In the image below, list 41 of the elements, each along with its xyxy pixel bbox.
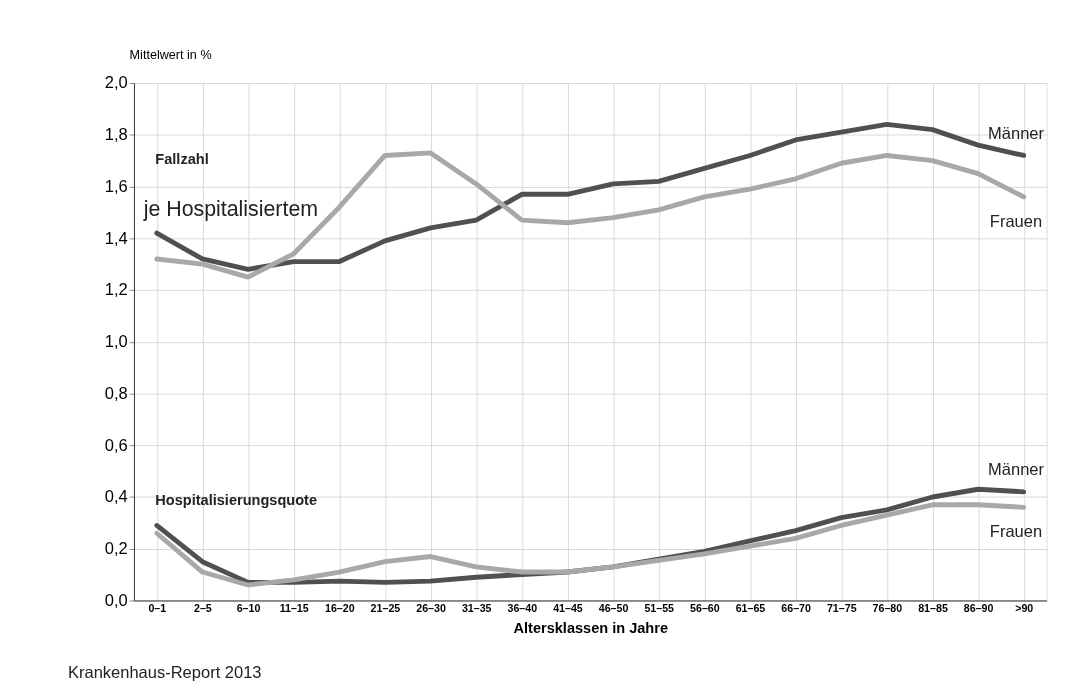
x-tick-label: 81–85 bbox=[918, 601, 948, 614]
series-label: Frauen bbox=[989, 211, 1043, 230]
text: Krankenhaus-Report 2013 bbox=[67, 663, 262, 682]
x-tick-label: 11–15 bbox=[279, 601, 309, 614]
y-tick-label: 1,4 bbox=[104, 228, 128, 247]
x-tick-label: 66–70 bbox=[781, 601, 811, 614]
series-label: Männer bbox=[988, 460, 1045, 479]
y-tick-label: 2,0 bbox=[104, 73, 128, 92]
x-tick-label: >90 bbox=[1015, 601, 1034, 614]
series-label: Frauen bbox=[989, 522, 1043, 541]
y-tick-label: 1,6 bbox=[104, 176, 128, 195]
x-axis-title: Altersklassen in Jahre bbox=[513, 620, 668, 637]
x-tick-label: 46–50 bbox=[598, 601, 629, 614]
x-tick-label: 76–80 bbox=[872, 601, 903, 614]
x-tick-label: 26–30 bbox=[416, 601, 446, 614]
annotation: Fallzahl bbox=[155, 150, 209, 167]
annotation: je Hospitalisiertem bbox=[142, 197, 319, 222]
x-tick-label: 0–1 bbox=[148, 601, 167, 614]
y-tick-label: 0,0 bbox=[104, 590, 128, 609]
y-axis-title: Mittelwert in % bbox=[129, 48, 212, 63]
x-tick-label: 21–25 bbox=[370, 601, 401, 614]
y-tick-label: 1,0 bbox=[104, 332, 128, 351]
y-tick-label: 0,4 bbox=[104, 487, 128, 506]
x-tick-label: 16–20 bbox=[324, 601, 355, 614]
x-tick-label: 51–55 bbox=[644, 601, 675, 614]
y-tick-label: 0,8 bbox=[104, 383, 128, 402]
y-tick-label: 1,2 bbox=[104, 280, 128, 299]
y-tick-label: 0,2 bbox=[104, 539, 128, 558]
x-tick-label: 2–5 bbox=[194, 601, 212, 614]
x-tick-label: 6–10 bbox=[236, 601, 261, 614]
y-tick-label: 1,8 bbox=[104, 125, 128, 144]
annotation: Hospitalisierungsquote bbox=[155, 492, 317, 509]
series-label: Männer bbox=[988, 123, 1045, 142]
x-tick-label: 56–60 bbox=[690, 601, 720, 614]
y-tick-label: 0,6 bbox=[104, 435, 128, 454]
x-tick-label: 36–40 bbox=[507, 601, 538, 614]
x-tick-label: 86–90 bbox=[963, 601, 994, 614]
x-tick-label: 71–75 bbox=[826, 601, 857, 614]
x-tick-label: 31–35 bbox=[461, 601, 492, 614]
x-tick-label: 61–65 bbox=[735, 601, 766, 614]
x-tick-label: 41–45 bbox=[553, 601, 583, 614]
